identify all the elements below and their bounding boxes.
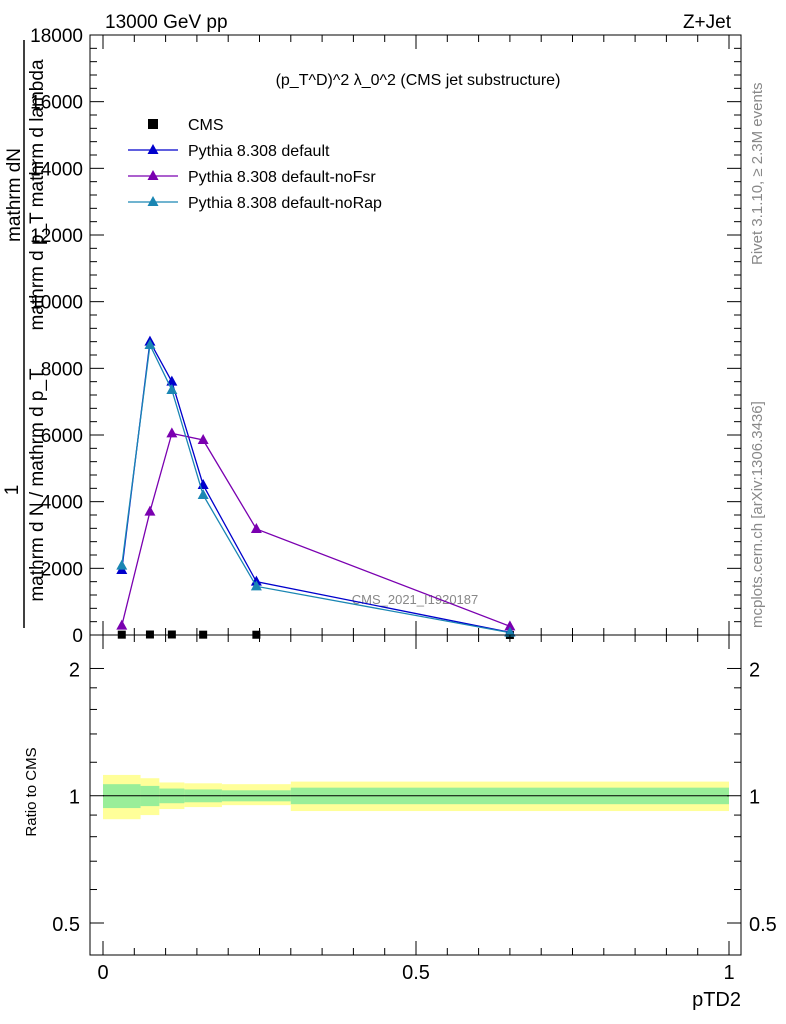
main-ytick-label: 18000 xyxy=(30,26,83,47)
y-axis-label-top: mathrm dN xyxy=(4,148,25,242)
x-tick-label: 0.5 xyxy=(402,962,430,984)
series-2-line xyxy=(121,432,511,627)
y-axis-label-top2: mathrm d p_T mathrm d lambda xyxy=(27,59,48,330)
legend-marker-3 xyxy=(147,196,159,206)
main-ytick-label: 0 xyxy=(72,626,83,647)
watermark-label: CMS_2021_I1920187 xyxy=(352,592,479,607)
series-2-point xyxy=(116,619,128,630)
legend-marker-2 xyxy=(147,170,159,180)
x-tick-label: 0 xyxy=(97,962,108,984)
ratio-bands xyxy=(103,774,729,820)
main-ytick-label: 12000 xyxy=(30,226,83,247)
series-2-point xyxy=(166,427,178,438)
series-2-point xyxy=(144,505,156,516)
x-tick-label: 1 xyxy=(723,962,734,984)
legend-label-1: Pythia 8.308 default xyxy=(188,143,330,160)
series-3-line xyxy=(121,342,511,634)
y-axis-label-one: 1 xyxy=(2,485,23,496)
main-ytick-label: 14000 xyxy=(30,159,83,180)
series-3-point xyxy=(504,626,516,637)
ratio-axis-ticks xyxy=(90,635,741,955)
legend-label-2: Pythia 8.308 default-noFsr xyxy=(188,169,376,186)
legend-label-3: Pythia 8.308 default-noRap xyxy=(188,195,382,212)
main-ytick-label: 8000 xyxy=(41,359,83,380)
ratio-ytick-label-left: 0.5 xyxy=(52,914,80,936)
side-label-top: Rivet 3.1.10, ≥ 2.3M events xyxy=(749,83,766,266)
ratio-ytick-label-right: 2 xyxy=(749,659,760,681)
series-3-point xyxy=(116,559,128,570)
main-ytick-label: 10000 xyxy=(30,293,83,314)
energy-label: 13000 GeV pp xyxy=(105,12,228,33)
series-2-point xyxy=(197,434,209,444)
side-label-bottom: mcplots.cern.ch [arXiv:1306.3436] xyxy=(749,401,766,628)
series-3-point xyxy=(197,489,209,499)
process-label: Z+Jet xyxy=(683,12,732,33)
main-ytick-label: 16000 xyxy=(30,93,83,114)
main-ytick-label: 2000 xyxy=(41,559,83,580)
x-tick-labels: 0 0.5 1 xyxy=(97,962,734,984)
series-3-point xyxy=(166,384,178,394)
ratio-y-tick-labels: 0.5 0.5 1 1 2 2 xyxy=(52,659,777,936)
main-ytick-label: 4000 xyxy=(41,493,83,514)
legend-marker-1 xyxy=(147,144,159,154)
plot-title: (p_T^D)^2 λ_0^2 (CMS jet substructure) xyxy=(276,72,561,89)
series-3-point xyxy=(250,580,262,591)
ratio-y-axis-label: Ratio to CMS xyxy=(23,747,40,836)
series-2-point xyxy=(504,620,516,631)
ratio-ytick-label-right: 1 xyxy=(749,787,760,809)
legend-label-0: CMS xyxy=(188,117,224,134)
legend: CMS Pythia 8.308 default Pythia 8.308 defa… xyxy=(128,117,382,212)
legend-marker-0 xyxy=(148,119,158,129)
ratio-ytick-label-right: 0.5 xyxy=(749,914,777,936)
ratio-ytick-label-left: 1 xyxy=(69,787,80,809)
series-3-point xyxy=(144,339,156,349)
main-ytick-label: 6000 xyxy=(41,426,83,447)
x-axis-label: pTD2 xyxy=(692,989,741,1011)
series-1-line xyxy=(121,339,511,633)
main-y-tick-labels: 0 2000 4000 6000 8000 10000 12000 14000 16000 180… xyxy=(30,26,83,647)
y-axis-label-bottom: mathrm d N / mathrm d p_T xyxy=(27,368,48,602)
series-2-point xyxy=(250,523,262,533)
ratio-ytick-label-left: 2 xyxy=(69,659,80,681)
